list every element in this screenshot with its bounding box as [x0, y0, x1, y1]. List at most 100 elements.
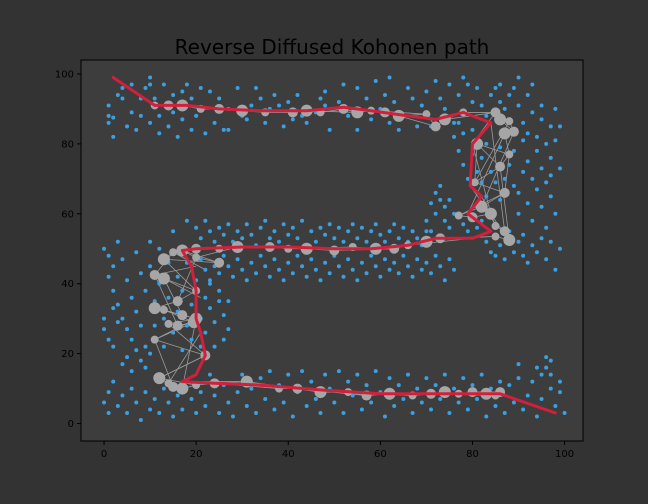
- neuron-marker: [168, 381, 179, 392]
- data-point: [267, 369, 272, 374]
- data-point: [429, 271, 434, 276]
- data-point: [171, 330, 176, 335]
- data-point: [277, 267, 282, 272]
- data-point: [111, 264, 116, 269]
- data-point: [392, 222, 397, 227]
- data-point: [102, 246, 107, 251]
- data-point: [226, 299, 231, 304]
- data-point: [382, 92, 387, 97]
- data-point: [304, 120, 309, 125]
- data-point: [198, 390, 203, 395]
- data-point: [364, 383, 369, 388]
- data-point: [180, 348, 185, 353]
- neuron-marker: [148, 302, 161, 315]
- data-point: [304, 274, 309, 279]
- data-point: [475, 169, 480, 174]
- data-point: [341, 274, 346, 279]
- data-point: [318, 411, 323, 416]
- neuron-marker: [214, 257, 225, 268]
- data-point: [323, 232, 328, 237]
- path-line: [111, 76, 557, 415]
- data-point: [198, 85, 203, 90]
- data-point: [419, 103, 424, 108]
- neuron-marker: [172, 296, 183, 307]
- data-point: [134, 250, 139, 255]
- x-tick-label: 100: [555, 449, 574, 460]
- data-point: [263, 120, 268, 125]
- data-point: [525, 131, 530, 136]
- data-point: [355, 372, 360, 377]
- neuron-marker: [499, 187, 510, 198]
- data-point: [498, 379, 503, 384]
- data-point: [217, 411, 222, 416]
- data-point: [521, 120, 526, 125]
- data-point: [364, 239, 369, 244]
- neuron-marker: [157, 272, 170, 285]
- data-point: [484, 141, 489, 146]
- diffusion-edge: [490, 122, 506, 232]
- data-point: [138, 323, 143, 328]
- data-point: [479, 155, 484, 160]
- data-point: [442, 218, 447, 223]
- data-point: [502, 106, 507, 111]
- data-point: [157, 131, 162, 136]
- data-point: [148, 120, 153, 125]
- data-point: [143, 85, 148, 90]
- data-point: [254, 85, 259, 90]
- data-point: [539, 372, 544, 377]
- neuron-marker: [177, 310, 188, 321]
- data-point: [309, 257, 314, 262]
- data-point: [553, 211, 558, 216]
- data-point: [281, 278, 286, 283]
- data-point: [258, 96, 263, 101]
- data-point: [230, 274, 235, 279]
- data-point: [530, 176, 535, 181]
- data-point: [102, 316, 107, 321]
- data-point: [244, 222, 249, 227]
- data-point: [263, 218, 268, 223]
- diffusion-edge: [168, 332, 202, 384]
- data-point: [562, 411, 567, 416]
- data-point: [249, 232, 254, 237]
- data-point: [171, 110, 176, 115]
- x-tick-label: 40: [282, 449, 295, 460]
- data-point: [106, 411, 111, 416]
- data-point: [226, 127, 231, 132]
- data-point: [392, 404, 397, 409]
- neuron-marker: [494, 113, 507, 126]
- data-point: [115, 92, 120, 97]
- data-point: [378, 274, 383, 279]
- neuron-marker: [430, 121, 441, 132]
- data-point: [557, 124, 562, 129]
- data-point: [120, 316, 125, 321]
- data-point: [244, 278, 249, 283]
- data-point: [309, 229, 314, 234]
- data-point: [452, 120, 457, 125]
- data-point: [438, 183, 443, 188]
- data-point: [207, 306, 212, 311]
- data-point: [221, 313, 226, 318]
- data-point: [249, 103, 254, 108]
- data-point: [534, 148, 539, 153]
- data-point: [369, 253, 374, 258]
- data-point: [484, 113, 489, 118]
- data-point: [456, 400, 461, 405]
- data-point: [115, 302, 120, 307]
- data-point: [355, 127, 360, 132]
- data-point: [258, 376, 263, 381]
- x-tick-label: 0: [101, 449, 107, 460]
- diffusion-edge: [182, 250, 220, 264]
- y-tick-label: 40: [61, 279, 74, 290]
- diffusion-edge: [474, 143, 478, 183]
- data-point: [235, 390, 240, 395]
- data-point: [226, 327, 231, 332]
- data-point: [548, 358, 553, 363]
- data-point: [507, 383, 512, 388]
- data-point: [442, 372, 447, 377]
- data-point: [530, 82, 535, 87]
- data-point: [212, 393, 217, 398]
- data-point: [102, 400, 107, 405]
- data-point: [553, 404, 558, 409]
- data-point: [180, 117, 185, 122]
- data-point: [452, 267, 457, 272]
